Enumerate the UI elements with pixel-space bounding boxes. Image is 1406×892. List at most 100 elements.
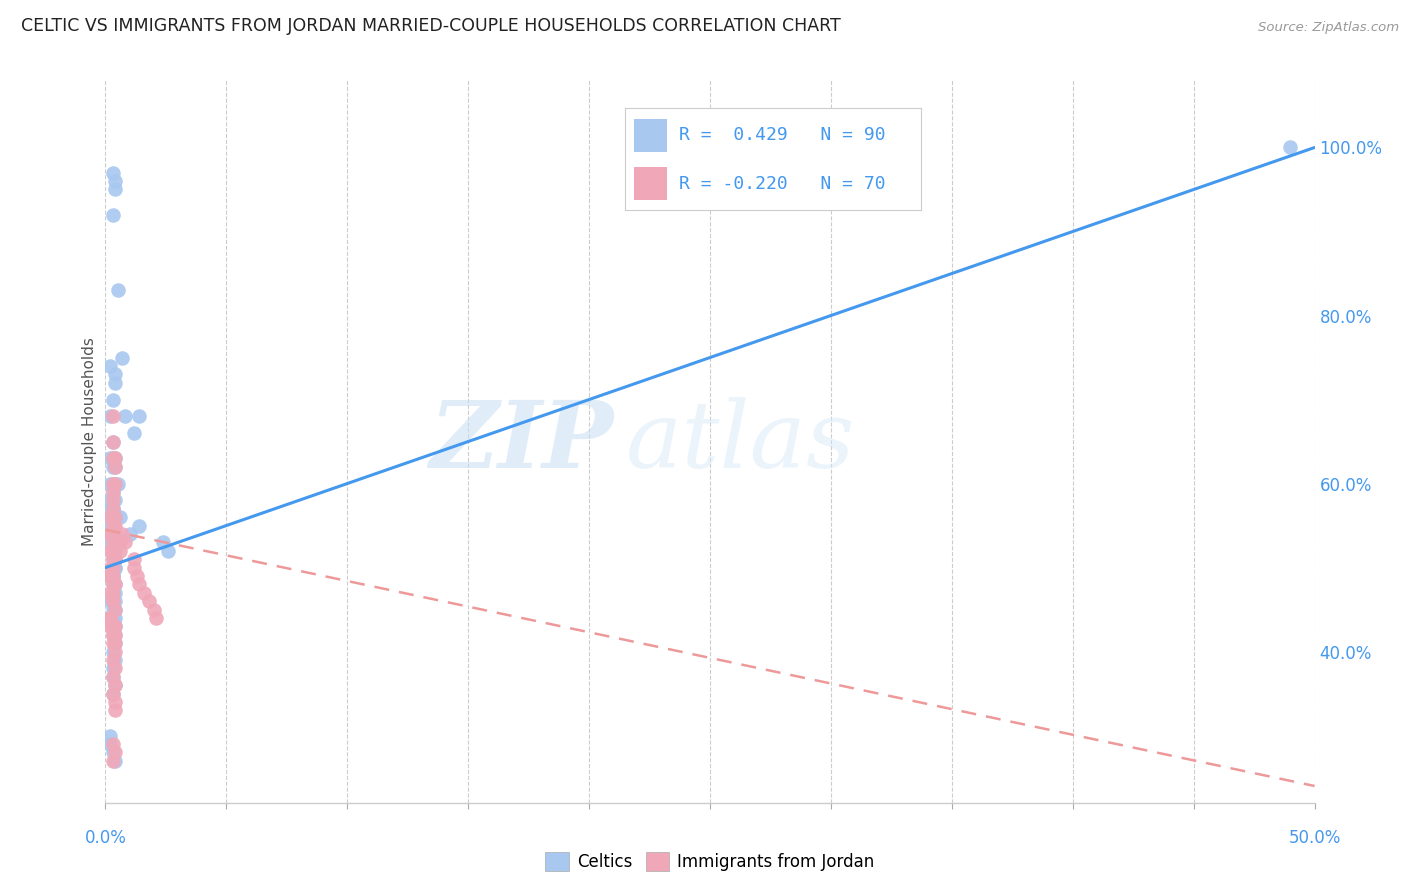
Point	[142, 602, 165, 616]
Point	[98, 510, 121, 524]
Point	[98, 359, 121, 373]
Point	[101, 594, 124, 608]
Point	[98, 594, 121, 608]
Point	[104, 510, 127, 524]
Point	[101, 434, 124, 449]
Point	[114, 409, 136, 424]
Legend: Celtics, Immigrants from Jordan: Celtics, Immigrants from Jordan	[538, 845, 882, 878]
Text: 50.0%: 50.0%	[1288, 829, 1341, 847]
Point	[104, 376, 127, 390]
Text: atlas: atlas	[626, 397, 855, 486]
Point	[104, 510, 127, 524]
Point	[104, 459, 127, 474]
Point	[98, 527, 121, 541]
Point	[101, 602, 124, 616]
Point	[118, 527, 141, 541]
Point	[101, 535, 124, 549]
Point	[98, 569, 121, 583]
Point	[101, 745, 124, 759]
Point	[104, 476, 127, 491]
Point	[101, 535, 124, 549]
Point	[107, 283, 129, 297]
Point	[101, 611, 124, 625]
Point	[101, 501, 124, 516]
Point	[101, 619, 124, 633]
Point	[138, 594, 160, 608]
Point	[101, 560, 124, 574]
Point	[104, 611, 127, 625]
Point	[101, 628, 124, 642]
Point	[101, 166, 124, 180]
Point	[101, 476, 124, 491]
Text: CELTIC VS IMMIGRANTS FROM JORDAN MARRIED-COUPLE HOUSEHOLDS CORRELATION CHART: CELTIC VS IMMIGRANTS FROM JORDAN MARRIED…	[21, 17, 841, 35]
Point	[104, 619, 127, 633]
Point	[101, 434, 124, 449]
Point	[98, 518, 121, 533]
Point	[104, 535, 127, 549]
Point	[114, 535, 136, 549]
Point	[101, 208, 124, 222]
Point	[101, 527, 124, 541]
Text: R = -0.220   N = 70: R = -0.220 N = 70	[679, 175, 886, 193]
Point	[101, 619, 124, 633]
Point	[98, 586, 121, 600]
Point	[101, 485, 124, 500]
Point	[98, 535, 121, 549]
Point	[98, 619, 121, 633]
Point	[101, 552, 124, 566]
Point	[104, 451, 127, 466]
Point	[101, 577, 124, 591]
Point	[104, 560, 127, 574]
Point	[104, 644, 127, 658]
Point	[104, 628, 127, 642]
Point	[104, 745, 127, 759]
Point	[104, 174, 127, 188]
Point	[101, 501, 124, 516]
Point	[152, 535, 174, 549]
Point	[101, 687, 124, 701]
Point	[124, 560, 146, 574]
Point	[104, 602, 127, 616]
Point	[98, 611, 121, 625]
Point	[108, 510, 131, 524]
Point	[145, 611, 167, 625]
Point	[101, 661, 124, 675]
Point	[98, 729, 121, 743]
Point	[104, 678, 127, 692]
Point	[101, 535, 124, 549]
Point	[104, 594, 127, 608]
Point	[104, 661, 127, 675]
Point	[104, 636, 127, 650]
Point	[101, 560, 124, 574]
Point	[101, 670, 124, 684]
Point	[101, 653, 124, 667]
Point	[101, 527, 124, 541]
Point	[104, 552, 127, 566]
Point	[104, 703, 127, 717]
Point	[101, 543, 124, 558]
Point	[157, 543, 180, 558]
Point	[104, 518, 127, 533]
Point	[101, 485, 124, 500]
Text: Source: ZipAtlas.com: Source: ZipAtlas.com	[1258, 21, 1399, 34]
Point	[101, 392, 124, 407]
Point	[101, 586, 124, 600]
Point	[101, 518, 124, 533]
Point	[101, 459, 124, 474]
Y-axis label: Married-couple Households: Married-couple Households	[82, 337, 97, 546]
Point	[104, 552, 127, 566]
Point	[104, 636, 127, 650]
Point	[101, 493, 124, 508]
Point	[108, 535, 131, 549]
Point	[101, 569, 124, 583]
Point	[104, 577, 127, 591]
Point	[98, 493, 121, 508]
Point	[101, 636, 124, 650]
Point	[101, 670, 124, 684]
Point	[98, 476, 121, 491]
Point	[98, 569, 121, 583]
Point	[101, 628, 124, 642]
Point	[98, 560, 121, 574]
Point	[104, 754, 127, 768]
Point	[104, 493, 127, 508]
